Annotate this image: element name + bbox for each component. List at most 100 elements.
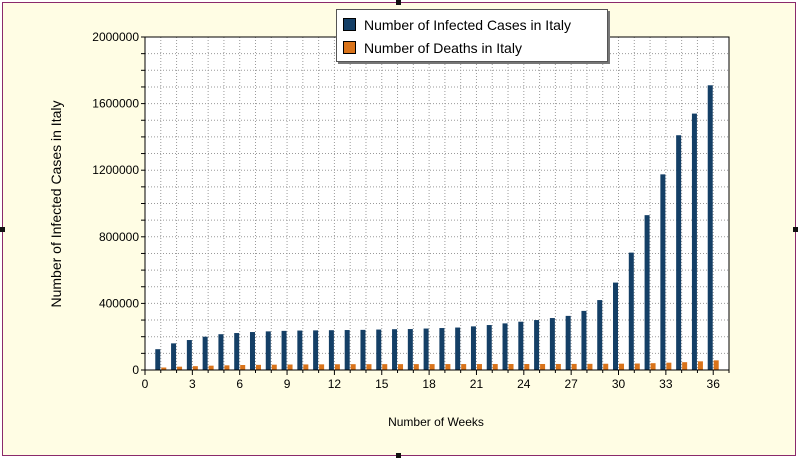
- bar-deaths: [208, 365, 214, 370]
- bar-deaths: [682, 362, 688, 370]
- legend-item-deaths: Number of Deaths in Italy: [343, 36, 601, 59]
- x-tick-label: 15: [375, 377, 389, 391]
- y-tick-label: 0: [132, 363, 139, 377]
- x-tick-label: 21: [470, 377, 484, 391]
- y-tick-label: 1600000: [92, 97, 139, 111]
- bar-infected: [455, 327, 461, 370]
- bar-infected: [186, 340, 192, 370]
- bar-deaths: [303, 364, 309, 370]
- x-tick-label: 30: [612, 377, 626, 391]
- bar-deaths: [177, 366, 183, 370]
- bar-deaths: [445, 364, 451, 370]
- bar-deaths: [271, 364, 277, 370]
- bar-infected: [502, 323, 508, 370]
- bar-deaths: [524, 364, 530, 370]
- y-tick-label: 1200000: [92, 163, 139, 177]
- x-tick-label: 9: [284, 377, 291, 391]
- x-tick-label: 24: [517, 377, 531, 391]
- resize-handle-top[interactable]: [396, 0, 401, 5]
- bar-infected: [707, 85, 713, 370]
- bar-infected: [407, 329, 413, 370]
- bar-infected: [392, 329, 398, 370]
- legend-swatch-infected: [343, 18, 356, 31]
- bar-infected: [328, 330, 334, 370]
- x-tick-label: 36: [707, 377, 721, 391]
- y-tick-label: 800000: [99, 230, 139, 244]
- bar-infected: [218, 334, 224, 370]
- bar-deaths: [192, 366, 198, 370]
- bar-deaths: [429, 364, 435, 370]
- bar-deaths: [713, 360, 719, 370]
- bar-deaths: [619, 363, 625, 370]
- bar-deaths: [382, 364, 388, 370]
- bar-deaths: [476, 364, 482, 370]
- bar-infected: [297, 330, 303, 370]
- legend-swatch-deaths: [343, 41, 356, 54]
- bar-infected: [597, 300, 603, 370]
- bar-deaths: [697, 361, 703, 370]
- bar-deaths: [603, 363, 609, 370]
- legend-label-deaths: Number of Deaths in Italy: [364, 39, 522, 56]
- bars: [155, 85, 719, 370]
- bar-deaths: [413, 364, 419, 370]
- bar-deaths: [555, 363, 561, 370]
- bar-infected: [691, 113, 697, 370]
- bar-deaths: [587, 363, 593, 370]
- bar-deaths: [666, 362, 672, 370]
- bar-infected: [534, 320, 540, 370]
- bar-infected: [549, 318, 555, 370]
- bar-infected: [360, 329, 366, 370]
- y-axis-title: Number of Infected Cases in Italy: [48, 101, 64, 308]
- resize-handle-bottom[interactable]: [396, 453, 401, 458]
- bar-deaths: [350, 364, 356, 370]
- x-tick-label: 27: [564, 377, 578, 391]
- bar-infected: [313, 330, 319, 370]
- x-tick-label: 3: [189, 377, 196, 391]
- grid-lines: [145, 36, 730, 370]
- bar-deaths: [492, 364, 498, 370]
- y-tick-label: 2000000: [92, 30, 139, 44]
- bar-deaths: [508, 364, 514, 370]
- bar-infected: [613, 282, 619, 370]
- y-tick-label: 400000: [99, 296, 139, 310]
- bar-infected: [265, 331, 271, 370]
- x-tick-label: 0: [142, 377, 149, 391]
- resize-handle-right[interactable]: [793, 227, 798, 232]
- bar-deaths: [334, 364, 340, 370]
- bar-infected: [518, 321, 524, 370]
- legend-label-infected: Number of Infected Cases in Italy: [364, 16, 571, 33]
- bar-deaths: [287, 364, 293, 370]
- bar-infected: [171, 343, 177, 370]
- bar-deaths: [398, 364, 404, 370]
- bar-infected: [439, 328, 445, 370]
- bar-deaths: [224, 365, 230, 370]
- bar-infected: [249, 332, 255, 370]
- bar-infected: [423, 328, 429, 370]
- legend: Number of Infected Cases in Italy Number…: [336, 9, 608, 62]
- x-tick-label: 6: [236, 377, 243, 391]
- bar-infected: [344, 330, 350, 370]
- bar-infected: [281, 330, 287, 370]
- bar-infected: [376, 329, 382, 370]
- bar-deaths: [366, 364, 372, 370]
- x-tick-label: 18: [422, 377, 436, 391]
- legend-item-infected: Number of Infected Cases in Italy: [343, 13, 601, 36]
- bar-deaths: [634, 363, 640, 370]
- bar-deaths: [461, 364, 467, 370]
- bar-infected: [660, 174, 666, 370]
- x-tick-label: 12: [328, 377, 342, 391]
- bar-infected: [155, 349, 161, 370]
- resize-handle-left[interactable]: [0, 227, 5, 232]
- bar-infected: [470, 326, 476, 370]
- bar-infected: [202, 336, 208, 370]
- x-axis-title: Number of Weeks: [388, 415, 484, 429]
- x-tick-label: 33: [659, 377, 673, 391]
- bar-infected: [486, 325, 492, 370]
- bar-deaths: [240, 365, 246, 370]
- bar-infected: [628, 252, 634, 370]
- bar-infected: [234, 333, 240, 370]
- bar-deaths: [161, 367, 167, 370]
- bar-infected: [644, 215, 650, 370]
- bar-infected: [676, 135, 682, 370]
